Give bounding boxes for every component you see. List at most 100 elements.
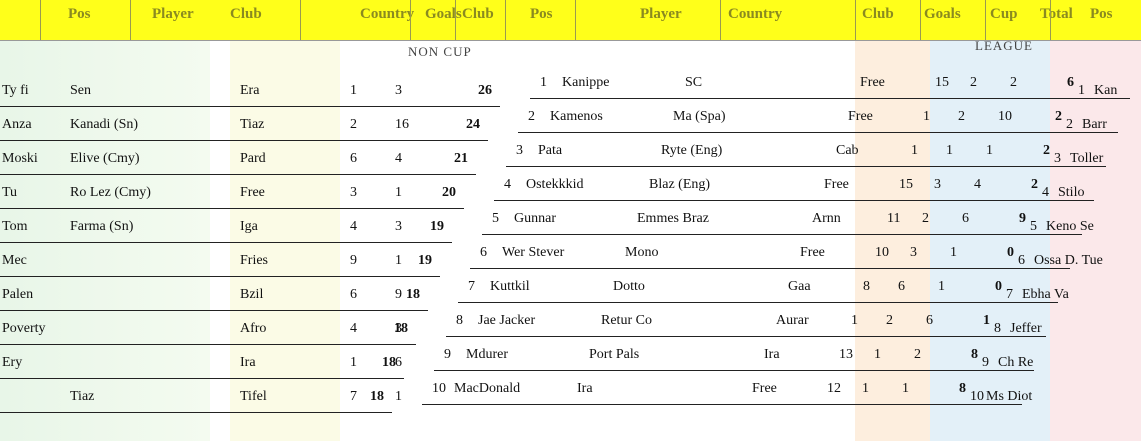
row-pos: 1 (540, 75, 547, 90)
row-divider (0, 344, 416, 345)
row-pos: 9 (444, 347, 451, 362)
row-divider (0, 174, 476, 175)
row-pos: 5 (492, 211, 499, 226)
row-divider (0, 276, 440, 277)
left-cell-n2: 1 (395, 253, 402, 268)
left-cell-n2: 9 (395, 287, 402, 302)
right-row-pos: 6 (1018, 253, 1025, 268)
left-cell-n1: 6 (350, 151, 357, 166)
left-cell-a: Moski (2, 151, 38, 166)
row-n1: 11 (887, 211, 901, 226)
row-n1: 15 (935, 75, 949, 90)
row-n2: 3 (934, 177, 941, 192)
left-cell-a: Palen (2, 287, 34, 302)
row-n3: 10 (998, 109, 1012, 124)
table-row: Palen Bzil 6 9 18 (0, 284, 440, 310)
row-divider (0, 412, 392, 413)
table-row: 6 Ossa D. Tue (1018, 250, 1138, 276)
row-club: Ira (764, 347, 780, 362)
row-divider (518, 132, 1118, 133)
row-country: Ryte (Eng) (661, 143, 723, 158)
left-cell-n2: 16 (395, 117, 409, 132)
left-cell-b: Farma (Sn) (70, 219, 134, 234)
right-row-name: Toller (1070, 151, 1104, 166)
left-cell-c: Afro (240, 321, 267, 336)
right-row-pos: 4 (1042, 185, 1049, 200)
table-row: 2 Barr (1066, 114, 1141, 140)
table-row: 7 Kuttkil Dotto Gaa 8 6 1 0 (468, 276, 1028, 302)
header-divider (410, 0, 411, 40)
left-cell-n1: 4 (350, 321, 357, 336)
right-row-pos: 8 (994, 321, 1001, 336)
row-divider (470, 268, 1070, 269)
header-divider (985, 0, 986, 40)
table-row: Poverty Afro 4 3 18 (0, 318, 440, 344)
left-cell-c: Pard (240, 151, 266, 166)
left-cell-n2: 4 (395, 151, 402, 166)
left-cell-b: Tiaz (70, 389, 95, 404)
left-cell-total: 18 (406, 287, 420, 302)
row-n1: 1 (923, 109, 930, 124)
row-n3: 4 (974, 177, 981, 192)
row-club: Free (860, 75, 885, 90)
left-cell-n1: 1 (350, 355, 357, 370)
left-cell-b: Kanadi (Sn) (70, 117, 139, 132)
row-n2: 2 (958, 109, 965, 124)
table-row: 7 Ebha Va (1006, 284, 1126, 310)
table-row: 5 Keno Se (1030, 216, 1141, 242)
column-band (0, 41, 210, 441)
row-club: Aurar (776, 313, 809, 328)
left-cell-n2: 1 (395, 389, 402, 404)
header-divider (130, 0, 131, 40)
row-total: 8 (971, 347, 978, 362)
row-player: Gunnar (514, 211, 556, 226)
table-row: Mec Fries 9 1 19 (0, 250, 440, 276)
header-divider (720, 0, 721, 40)
header-divider (855, 0, 856, 40)
left-cell-a: Anza (2, 117, 32, 132)
left-cell-b: Ro Lez (Cmy) (70, 185, 151, 200)
right-row-name: Ossa D. Tue (1034, 253, 1103, 268)
row-divider (0, 310, 428, 311)
table-row: 10 MacDonald Ira Free 12 1 1 8 (432, 378, 992, 404)
row-club: Free (848, 109, 873, 124)
row-divider (0, 242, 452, 243)
row-player: Mdurer (466, 347, 508, 362)
header-divider (1050, 0, 1051, 40)
row-pos: 10 (432, 381, 446, 396)
table-row: Moski Elive (Cmy) Pard 6 4 21 (0, 148, 468, 174)
right-row-pos: 5 (1030, 219, 1037, 234)
row-total: 8 (959, 381, 966, 396)
row-player: Jae Jacker (478, 313, 536, 328)
row-country: SC (685, 75, 703, 90)
left-cell-a: Ty fi (2, 83, 29, 98)
row-n1: 1 (911, 143, 918, 158)
row-club: Free (752, 381, 777, 396)
row-divider (0, 140, 488, 141)
left-cell-n2: 3 (395, 321, 402, 336)
right-row-pos: 7 (1006, 287, 1013, 302)
header-col-pos-3: Pos (1090, 6, 1113, 22)
row-total: 2 (1031, 177, 1038, 192)
header-col-country-2: Country (728, 6, 783, 22)
header-col-pos: Pos (68, 6, 91, 22)
row-divider (422, 404, 1022, 405)
section-label-left: NON CUP (408, 44, 472, 59)
left-cell-c: Tifel (240, 389, 267, 404)
row-pos: 3 (516, 143, 523, 158)
left-cell-a: Tom (2, 219, 28, 234)
row-club: Arnn (812, 211, 841, 226)
row-divider (530, 98, 1130, 99)
row-divider (482, 234, 1082, 235)
left-cell-n1: 9 (350, 253, 357, 268)
left-cell-total: 19 (418, 253, 432, 268)
table-row: 3 Toller (1054, 148, 1141, 174)
table-row: 4 Ostekkkid Blaz (Eng) Free 15 3 4 2 (504, 174, 1064, 200)
row-country: Mono (625, 245, 659, 260)
row-n2: 1 (874, 347, 881, 362)
right-row-pos: 1 (1078, 83, 1085, 98)
left-cell-b: Sen (70, 83, 91, 98)
row-club: Cab (836, 143, 859, 158)
row-n2: 1 (862, 381, 869, 396)
right-row-pos: 10 (970, 389, 984, 404)
